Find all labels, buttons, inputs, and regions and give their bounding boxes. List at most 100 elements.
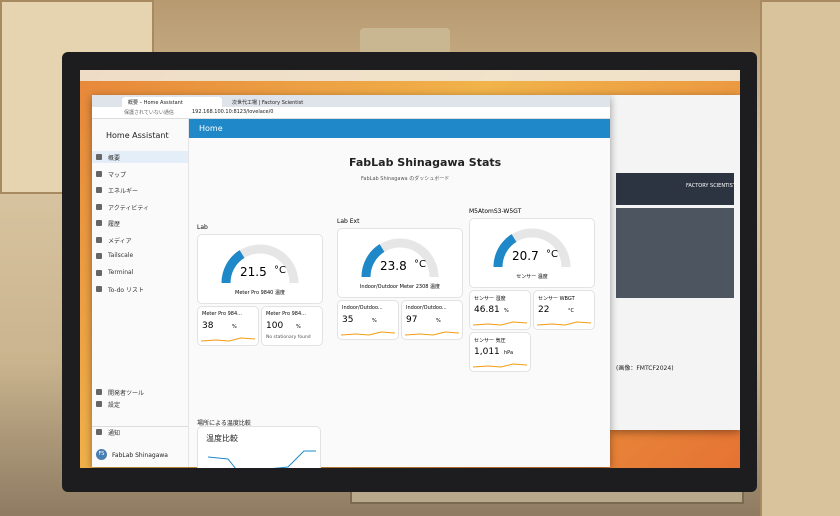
sidebar-item[interactable]: アクティビティ [108, 204, 149, 212]
sidebar-icon [96, 203, 102, 210]
gauge-value: 23.8 [380, 259, 407, 273]
graph-line [208, 450, 316, 468]
active-item-bg [92, 151, 188, 163]
sparkline [201, 337, 255, 342]
sidebar-item[interactable]: 開発者ツール [108, 390, 145, 397]
security-label: 保護されていない通信 [124, 110, 174, 116]
shelf [760, 0, 840, 516]
sparkline [537, 321, 591, 326]
section-title: Lab Ext [337, 218, 360, 225]
sidebar-item[interactable]: 通知 [108, 430, 121, 437]
document-window: FACTORY SCIENTIST (画像：FMTCF2024) [610, 95, 740, 430]
document-caption: (画像：FMTCF2024) [616, 365, 674, 372]
app-header: Home [189, 119, 610, 138]
header-title: Home [199, 124, 223, 133]
dashboard-title: FabLab Shinagawa Stats [349, 156, 502, 169]
gauge [493, 228, 571, 268]
tile-unit: % [296, 324, 301, 330]
sensor-tile[interactable]: Meter Pro 984... 38% [197, 306, 259, 346]
tile-value: 1,011 [474, 347, 500, 357]
sidebar-item[interactable]: Tailscale [108, 252, 134, 259]
sparkline-path [473, 321, 527, 326]
document-logo: FACTORY SCIENTIST [686, 183, 736, 189]
tile-name: Meter Pro 984... [202, 311, 242, 317]
sidebar-icon [96, 429, 102, 435]
sidebar-item[interactable]: 履歴 [108, 221, 121, 228]
gauge [221, 244, 299, 284]
sensor-tile[interactable]: センサー WBGT 22 °C [533, 290, 595, 330]
gauge-card[interactable]: 23.8 °C Indoor/Outdoor Meter 2308 温度 [337, 228, 463, 298]
history-card[interactable]: 温度比較 [197, 426, 321, 468]
dashboard: FabLab Shinagawa Stats FabLab Shinagawa … [189, 138, 610, 468]
tile-value: 97 [406, 315, 418, 325]
sensor-tile[interactable]: センサー 気圧 1,011 hPa [469, 332, 531, 372]
tile-note: No stationary found [266, 335, 311, 340]
tile-name: Indoor/Outdoo... [342, 305, 383, 311]
sidebar-icon [96, 220, 102, 226]
user-name[interactable]: FabLab Shinagawa [112, 452, 168, 459]
sensor-tile[interactable]: Meter Pro 984... 100% No stationary found [261, 306, 323, 346]
url[interactable]: 192.168.100.10:8123/lovelace/0 [192, 109, 274, 115]
sidebar-icon [96, 187, 102, 193]
browser-window: 概要 – Home Assistant 次世代工場 | Factory Scie… [92, 95, 610, 468]
sidebar: Home Assistant 概要マップエネルギーアクティビティ 履歴メディア Ta… [92, 119, 189, 467]
sidebar-icon [96, 253, 102, 259]
divider [92, 426, 188, 427]
tile-value: 100 [266, 321, 284, 331]
gauge-card[interactable]: 20.7 °C センサー 温度 [469, 218, 595, 288]
gauge [361, 238, 439, 278]
sparkline [341, 331, 395, 336]
sparkline-path [341, 331, 395, 336]
sparkline [473, 363, 527, 368]
sidebar-item[interactable]: エネルギー [108, 188, 139, 195]
sidebar-item[interactable]: メディア [108, 237, 132, 245]
sidebar-icon [96, 170, 102, 177]
sidebar-item[interactable]: 設定 [108, 402, 121, 409]
sparkline [405, 331, 459, 336]
tab-bar: 概要 – Home Assistant 次世代工場 | Factory Scie… [92, 95, 610, 107]
tab-title[interactable]: 次世代工場 | Factory Scientist [232, 100, 304, 106]
document-banner: FACTORY SCIENTIST [616, 173, 736, 205]
section-title: 場所による温度比較 [197, 420, 251, 427]
tile-name: Indoor/Outdoo... [406, 305, 447, 311]
sidebar-icon [96, 389, 102, 395]
tile-unit: hPa [504, 350, 514, 356]
sidebar-item[interactable]: To-do リスト [108, 287, 144, 294]
sensor-tile[interactable]: Indoor/Outdoo... 35% [337, 300, 399, 340]
gauge-fill [493, 234, 517, 268]
gauge-unit: °C [414, 259, 426, 270]
sidebar-title: Home Assistant [106, 131, 169, 140]
avatar[interactable]: FS [96, 449, 107, 460]
address-bar: 保護されていない通信 192.168.100.10:8123/lovelace/… [92, 107, 610, 119]
tile-value: 38 [202, 321, 214, 331]
sidebar-item[interactable]: Terminal [108, 268, 134, 276]
sensor-tile[interactable]: センサー 湿度 46.81% [469, 290, 531, 330]
tab[interactable]: 概要 – Home Assistant [122, 97, 222, 107]
mac-menubar [80, 70, 740, 81]
tile-name: センサー 湿度 [474, 296, 506, 302]
tile-name: Meter Pro 984... [266, 311, 306, 317]
sidebar-icon [96, 286, 102, 292]
tile-unit: % [372, 318, 377, 324]
history-graph [208, 450, 316, 468]
gauge-card[interactable]: 21.5 °C Meter Pro 9840 温度 [197, 234, 323, 304]
sidebar-item[interactable]: マップ [108, 171, 127, 179]
sidebar-icon [96, 154, 102, 160]
sensor-tile[interactable]: Indoor/Outdoo... 97% [401, 300, 463, 340]
sidebar-icon [96, 236, 102, 243]
tile-value: 22 [538, 305, 550, 315]
tile-value: 35 [342, 315, 354, 325]
sparkline [473, 321, 527, 326]
tile-name: センサー 気圧 [474, 338, 506, 344]
section-title: Lab [197, 224, 208, 231]
gauge-unit: °C [546, 249, 558, 260]
sidebar-item[interactable]: 概要 [108, 155, 121, 162]
dashboard-subtitle: FabLab Shinagawa のダッシュボード [361, 176, 450, 182]
screen: FACTORY SCIENTIST (画像：FMTCF2024) 概要 – Ho… [80, 70, 740, 468]
gauge-name: Indoor/Outdoor Meter 2308 温度 [359, 284, 441, 290]
sidebar-icon [96, 269, 102, 276]
tile-unit: % [232, 324, 237, 330]
gauge-value: 21.5 [240, 265, 267, 279]
